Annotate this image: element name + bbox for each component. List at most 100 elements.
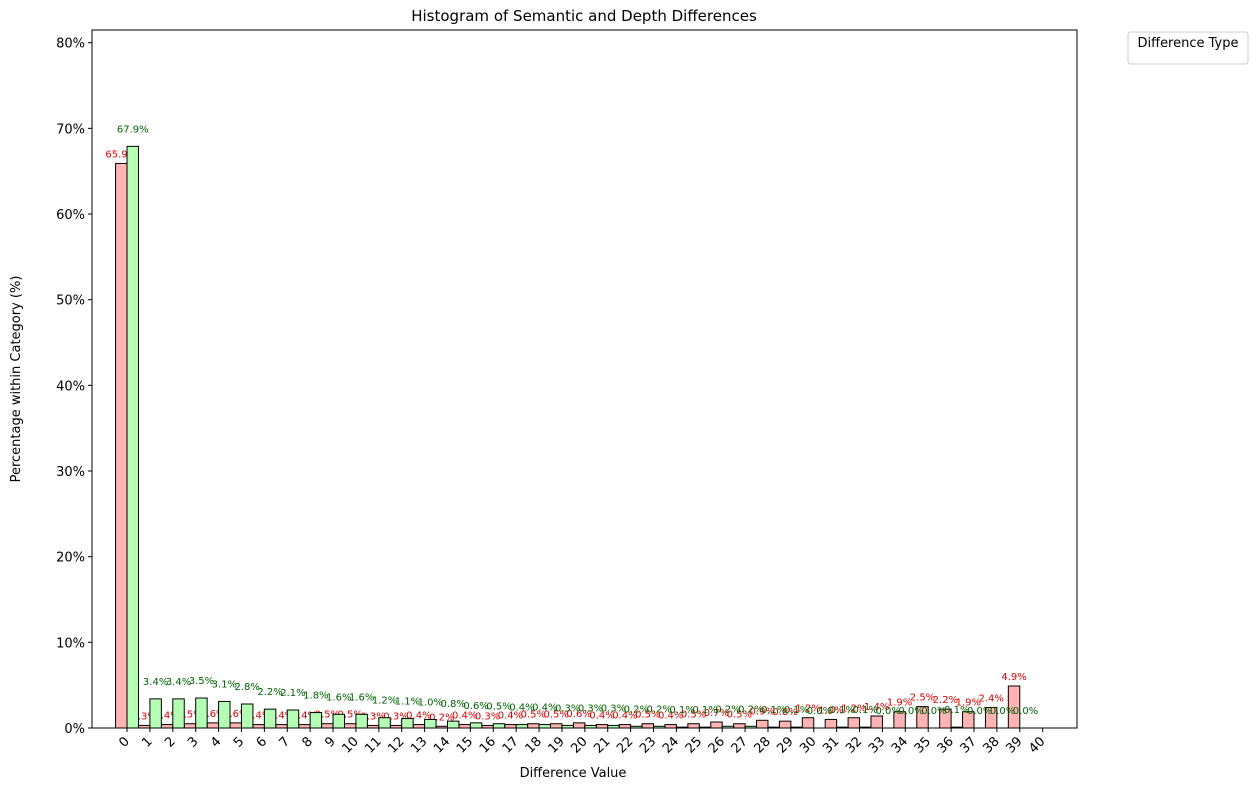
value-label: 0.4%	[406, 711, 431, 722]
bar	[778, 720, 792, 729]
value-label: 0.7%	[704, 708, 729, 719]
value-label: 1.0%	[418, 697, 443, 708]
value-label: 0.4%	[589, 711, 614, 722]
bar	[618, 724, 632, 729]
legend-title: Difference Type	[1137, 36, 1238, 51]
chart-title: Histogram of Semantic and Depth Differen…	[411, 7, 757, 25]
x-tick-label: 19	[545, 734, 567, 756]
bar	[172, 698, 185, 729]
value-label: 0.0%	[875, 706, 900, 717]
bar	[469, 722, 483, 729]
x-tick-label: 7	[277, 734, 293, 750]
value-label: 0.5%	[315, 710, 340, 721]
value-label: 0.6%	[223, 709, 248, 720]
value-label: 2.4%	[978, 693, 1003, 704]
x-tick-label: 8	[300, 734, 316, 750]
value-label: 1.2%	[372, 696, 397, 707]
value-label: 0.6%	[200, 709, 225, 720]
x-tick-label: 9	[322, 734, 338, 750]
value-label: 0.3%	[475, 711, 500, 722]
y-axis-label: Percentage within Category (%)	[9, 276, 24, 483]
value-label: 2.5%	[910, 693, 935, 704]
value-label: 0.0%	[967, 706, 992, 717]
value-label: 0.4%	[612, 711, 637, 722]
bar	[538, 724, 552, 729]
value-label: 0.0%	[1013, 706, 1038, 717]
x-tick-label: 23	[637, 734, 659, 756]
value-label: 1.6%	[326, 692, 351, 703]
x-tick-label: 4	[208, 734, 224, 750]
x-tick-label: 29	[774, 734, 796, 756]
bar	[504, 724, 517, 729]
bar	[424, 718, 437, 729]
value-label: 0.4%	[246, 711, 271, 722]
value-label: 3.4%	[143, 677, 168, 688]
bar	[183, 723, 197, 729]
value-label: 0.0%	[921, 706, 946, 717]
bar	[218, 700, 231, 729]
bar	[687, 723, 700, 729]
x-tick-label: 33	[866, 734, 888, 756]
bar	[641, 723, 655, 729]
y-tick-label: 10%	[56, 636, 85, 651]
bar	[710, 721, 723, 729]
x-tick-label: 39	[1003, 734, 1025, 756]
value-label: 0.5%	[544, 710, 569, 721]
bar	[412, 724, 426, 729]
value-label: 1.9%	[887, 698, 912, 709]
x-tick-label: 1	[139, 734, 155, 750]
x-tick-label: 14	[431, 734, 453, 756]
value-label: 0.8%	[441, 699, 466, 710]
value-label: 0.5%	[338, 710, 363, 721]
x-tick-label: 26	[706, 734, 728, 756]
bar	[401, 718, 414, 729]
x-tick-label: 34	[889, 734, 911, 756]
x-tick-label: 16	[477, 734, 499, 756]
value-label: 0.5%	[681, 710, 706, 721]
value-label: 0.5%	[486, 702, 511, 713]
bar	[240, 703, 254, 729]
y-tick-label: 0%	[64, 722, 85, 737]
value-label: 0.1%	[830, 705, 855, 716]
x-tick-label: 36	[935, 734, 957, 756]
value-label: 0.2%	[715, 704, 740, 715]
bar	[275, 724, 288, 729]
bar	[824, 718, 838, 729]
value-label: 1.2%	[795, 704, 820, 715]
bar	[870, 715, 883, 729]
value-label: 0.3%	[578, 703, 603, 714]
bar	[550, 723, 563, 729]
value-label: 0.1%	[669, 705, 694, 716]
x-tick-label: 24	[660, 734, 682, 756]
bar	[263, 708, 277, 729]
value-label: 0.4%	[532, 703, 557, 714]
value-label: 0.0%	[898, 706, 923, 717]
x-tick-label: 12	[385, 734, 407, 756]
value-label: 1.2%	[841, 704, 866, 715]
x-axis-label: Difference Value	[520, 766, 627, 781]
value-label: 4.9%	[1001, 672, 1026, 683]
value-label: 2.1%	[280, 688, 305, 699]
value-label: 0.2%	[738, 704, 763, 715]
bar	[206, 722, 220, 729]
bar	[733, 723, 746, 729]
bar	[298, 724, 311, 729]
bar	[321, 723, 334, 729]
x-tick-label: 6	[254, 734, 270, 750]
y-tick-label: 50%	[56, 294, 85, 309]
bar	[446, 720, 460, 729]
value-label: 1.1%	[395, 697, 420, 708]
bar	[492, 723, 506, 729]
value-label: 1.8%	[303, 691, 328, 702]
x-tick-label: 5	[231, 734, 247, 750]
value-label: 0.4%	[154, 711, 179, 722]
value-label: 0.3%	[383, 711, 408, 722]
value-label: 0.4%	[269, 711, 294, 722]
value-label: 0.0%	[990, 706, 1015, 717]
value-label: 0.2%	[429, 712, 454, 723]
bar	[126, 145, 139, 729]
value-label: 3.1%	[212, 679, 237, 690]
bar	[229, 722, 242, 729]
value-label: 0.5%	[177, 710, 202, 721]
